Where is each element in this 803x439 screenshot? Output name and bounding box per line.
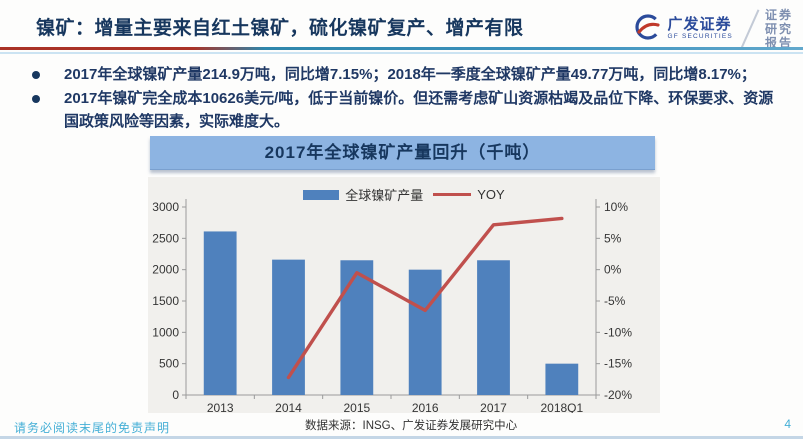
chart-canvas: 0 500 1000 1500 2000 2500 3000 -20% -15% -10% -5% 0… <box>152 199 632 413</box>
brand-name-cn: 广发证券 <box>667 16 732 34</box>
gf-securities-logo-icon <box>633 12 663 47</box>
bullet-text: 2017年镍矿完全成本10626美元/吨，低于当前镍价。但还需考虑矿山资源枯竭及… <box>64 90 774 130</box>
data-source-text: 数据来源：INSG、广发证券发展研究中心 <box>305 420 518 432</box>
production-bar <box>203 231 237 395</box>
page-title: 镍矿：增量主要来自红土镍矿，硫化镍矿复产、增产有限 <box>36 18 524 39</box>
left-axis-tick-label: 1500 <box>152 294 179 308</box>
right-axis-tick-label: -10% <box>604 325 632 339</box>
left-axis-tick-label: 2500 <box>152 231 179 245</box>
title-divider-subline <box>0 52 803 54</box>
x-axis-category-label: 2013 <box>207 401 234 413</box>
title-divider-line <box>0 47 803 50</box>
left-axis-tick-label: 500 <box>159 357 179 371</box>
bullet-item: 2017年全球镍矿产量214.9万吨，同比增7.15%；2018年一季度全球镍矿… <box>32 63 777 86</box>
bar-series-swatch-icon <box>303 189 340 200</box>
legend-label: YOY <box>477 187 505 202</box>
footer-border-line <box>0 436 803 439</box>
brand-name-en: GF SECURITIES <box>667 33 733 41</box>
bullet-list: 2017年全球镍矿产量214.9万吨，同比增7.15%；2018年一季度全球镍矿… <box>32 63 777 134</box>
right-axis-tick-label: -20% <box>604 388 632 402</box>
x-axis-category-label: 2017 <box>480 401 507 413</box>
bullet-dot <box>32 95 40 103</box>
x-axis-category-label: 2016 <box>412 401 439 413</box>
brand-divider-slash <box>740 9 760 49</box>
right-axis-tick-label: 0% <box>604 263 622 277</box>
legend-item-yoy: YOY <box>433 187 505 202</box>
bullet-text: 2017年全球镍矿产量214.9万吨，同比增7.15%；2018年一季度全球镍矿… <box>64 66 756 83</box>
left-axis-tick-label: 0 <box>172 388 179 402</box>
bullet-dot <box>32 71 40 79</box>
chart-title-banner: 2017年全球镍矿产量回升（千吨） <box>150 136 655 170</box>
disclaimer-text: 请务必阅读末尾的免责声明 <box>14 421 171 435</box>
right-axis-tick-label: -15% <box>604 357 632 371</box>
yoy-line <box>286 216 564 380</box>
brand-block: 广发证券 GF SECURITIES 证券 研究 报告 <box>633 8 793 50</box>
production-bar <box>477 260 510 395</box>
x-axis-category-label: 2018Q1 <box>540 401 583 413</box>
production-bar <box>272 259 305 395</box>
page-number: 4 <box>784 417 791 431</box>
chart-area: 全球镍矿产量 YOY 0 500 1000 1500 2000 2500 3000 -20% -… <box>148 177 660 413</box>
production-bar <box>545 363 579 395</box>
line-series-swatch-icon <box>433 192 472 197</box>
right-axis-tick-label: 10% <box>604 200 628 214</box>
legend-label: 全球镍矿产量 <box>345 188 424 203</box>
report-type-label: 证券 研究 报告 <box>764 8 793 50</box>
x-axis-category-label: 2015 <box>343 401 370 413</box>
left-axis-tick-label: 2000 <box>152 263 179 277</box>
chart-legend: 全球镍矿产量 YOY <box>148 185 660 204</box>
bullet-item: 2017年镍矿完全成本10626美元/吨，低于当前镍价。但还需考虑矿山资源枯竭及… <box>32 87 777 133</box>
brand-logo: 广发证券 GF SECURITIES <box>633 12 733 47</box>
production-bar <box>408 269 442 395</box>
right-axis-tick-label: 5% <box>604 231 622 245</box>
production-bar <box>340 260 374 395</box>
x-axis-category-label: 2014 <box>275 401 302 413</box>
legend-item-production: 全球镍矿产量 <box>303 185 423 204</box>
left-axis-tick-label: 1000 <box>152 325 179 339</box>
right-axis-tick-label: -5% <box>604 294 626 308</box>
left-axis-tick-label: 3000 <box>152 200 179 214</box>
